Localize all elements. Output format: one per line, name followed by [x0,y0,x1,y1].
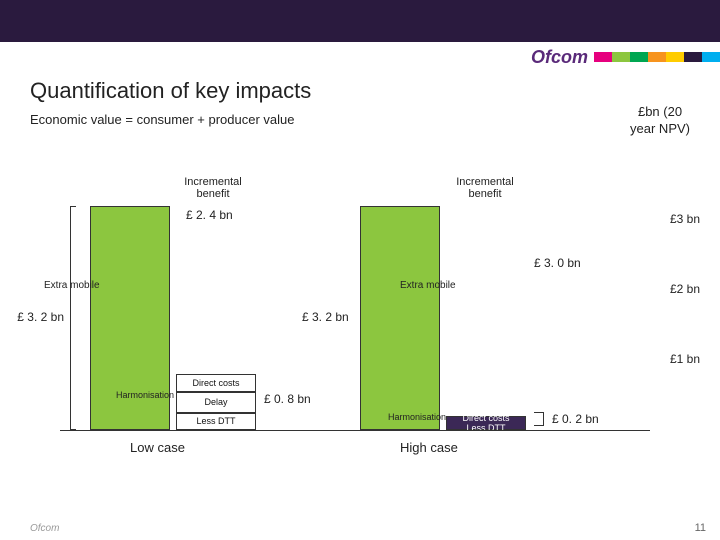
y-tick-1: £1 bn [670,352,700,366]
low-case-label: Low case [130,440,185,455]
low-col2-value: £ 0. 8 bn [264,392,311,406]
y-tick-2: £2 bn [670,282,700,296]
left-bracket-value: £ 3. 2 bn [12,310,64,324]
bar-segment: Less DTT [176,413,256,431]
low-col1-side: Extra mobile [44,280,100,291]
unit-line2: year NPV) [630,121,690,136]
unit-label: £bn (20 year NPV) [630,104,690,138]
baseline [60,430,650,431]
bar-segment: Delay [176,392,256,413]
high-inc-label: Incremental benefit [450,176,520,200]
high-col1 [360,206,440,430]
unit-line1: £bn (20 [638,104,682,119]
brand-colorbar [594,52,720,62]
high-col2-bracket [534,412,544,426]
subtitle: Economic value = consumer + producer val… [30,112,294,127]
bar-segment [360,206,440,430]
brand-logo: Ofcom [531,47,594,68]
y-tick-3: £3 bn [670,212,700,226]
high-col1-side: Extra mobile [400,280,456,291]
high-col2-side: Harmonisation [388,412,446,422]
high-inc-value: £ 3. 0 bn [534,256,581,270]
bar-segment: Direct costs Less DTT [446,416,526,430]
high-case-label: High case [400,440,458,455]
high-col2: Direct costs Less DTT [446,416,526,430]
low-inc-value: £ 2. 4 bn [186,208,233,222]
high-col2-value: £ 0. 2 bn [552,412,599,426]
low-inc-label: Incremental benefit [178,176,248,200]
page-number: 11 [695,522,706,534]
chart-area: £3 bn £2 bn £1 bn £ 3. 2 bn Extra mobile… [0,140,720,460]
low-col2: Direct costsDelayLess DTT [176,374,256,430]
bar-segment: Direct costs [176,374,256,392]
footer-logo: Ofcom [30,523,59,534]
low-col2-side: Harmonisation [116,390,174,400]
left-bracket [70,206,76,430]
top-bar [0,0,720,42]
page-title: Quantification of key impacts [30,78,311,104]
mid-value: £ 3. 2 bn [302,310,349,324]
logo-row: Ofcom [531,42,720,72]
